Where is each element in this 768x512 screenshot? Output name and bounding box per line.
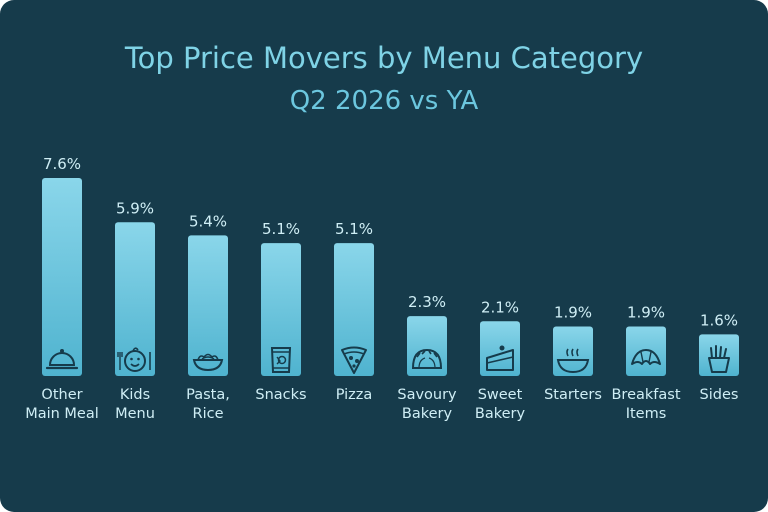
data-label-8: 1.9%	[627, 304, 665, 322]
cloche-icon	[45, 349, 79, 370]
bar-9	[699, 334, 739, 376]
data-label-0: 7.6%	[43, 155, 81, 173]
pizza-slice-icon	[341, 346, 367, 374]
pasta-bowl-icon	[192, 353, 224, 372]
data-label-3: 5.1%	[262, 220, 300, 238]
child-face-icon	[117, 347, 151, 372]
category-label-3: Snacks	[255, 387, 306, 403]
bar-1	[115, 222, 155, 376]
category-label-1: Kids Menu	[115, 387, 155, 422]
croissant-icon	[631, 349, 661, 365]
category-label-8: Breakfast Items	[611, 387, 680, 422]
bar-2	[188, 235, 228, 376]
bar-0	[42, 178, 82, 376]
fries-icon	[708, 345, 730, 373]
chart-title: Top Price Movers by Menu Category	[124, 41, 644, 75]
category-label-9: Sides	[700, 387, 739, 403]
chips-bag-icon	[270, 347, 292, 373]
category-label-5: Savoury Bakery	[397, 387, 457, 422]
data-label-5: 2.3%	[408, 293, 446, 311]
data-label-2: 5.4%	[189, 212, 227, 230]
bar-3	[261, 243, 301, 376]
bar-5	[407, 316, 447, 376]
soup-bowl-icon	[556, 348, 590, 374]
bar-8	[626, 326, 666, 376]
data-label-4: 5.1%	[335, 220, 373, 238]
data-label-9: 1.6%	[700, 311, 738, 329]
category-label-4: Pizza	[336, 387, 373, 403]
pasty-icon	[411, 348, 443, 369]
data-label-6: 2.1%	[481, 298, 519, 316]
category-label-2: Pasta, Rice	[186, 387, 230, 422]
bar-4	[334, 243, 374, 376]
data-label-7: 1.9%	[554, 304, 592, 322]
bar-7	[553, 326, 593, 376]
category-label-6: Sweet Bakery	[475, 387, 526, 422]
category-label-7: Starters	[544, 387, 602, 403]
data-label-1: 5.9%	[116, 199, 154, 217]
chart-subtitle: Q2 2026 vs YA	[289, 86, 479, 116]
category-label-0: Other Main Meal	[25, 387, 99, 422]
cake-slice-icon	[486, 345, 514, 371]
